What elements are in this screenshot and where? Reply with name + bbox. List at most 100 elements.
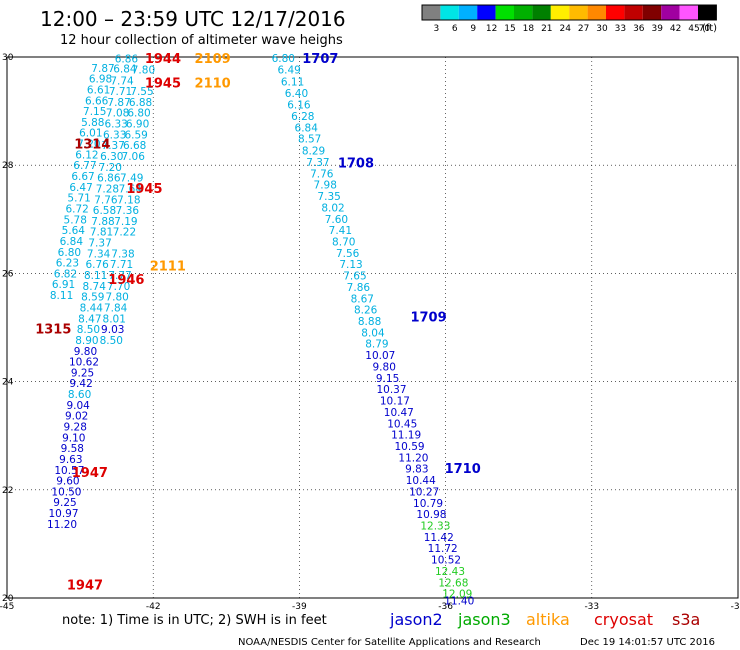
swh-value-label: 7.35 xyxy=(317,191,340,203)
swh-value-label: 9.02 xyxy=(65,411,88,423)
swh-value-label: 5.88 xyxy=(81,117,104,129)
legend-cryosat: cryosat xyxy=(594,610,653,629)
time-label: 1945 xyxy=(145,76,181,91)
time-labels: 1944 2109 1945 2110 1707 1314 1708 1945 2111 1946… xyxy=(35,52,481,593)
swh-value-label: 7.74 xyxy=(110,75,134,87)
swh-value-label: 7.55 xyxy=(130,86,153,98)
swh-value-label: 10.27 xyxy=(409,486,439,498)
swh-value-label: 8.04 xyxy=(361,327,385,339)
swh-value-label: 12.33 xyxy=(420,521,450,533)
legend-jason3: jason3 xyxy=(457,610,511,629)
swh-value-label: 6.23 xyxy=(56,258,79,270)
x-tick-label: -39 xyxy=(292,602,307,612)
swh-value-label: 7.18 xyxy=(117,194,140,206)
swh-value-label: 11.19 xyxy=(391,430,421,442)
swh-value-label: 9.28 xyxy=(64,422,87,434)
swh-value-label: 7.65 xyxy=(343,271,366,283)
swh-value-label: 6.40 xyxy=(285,88,308,100)
swh-value-label: 6.84 xyxy=(113,63,137,75)
swh-value-label: 10.57 xyxy=(54,465,84,477)
swh-value-label: 9.60 xyxy=(56,476,79,488)
y-tick-label: 26 xyxy=(2,269,14,279)
scale-swatch xyxy=(587,5,606,20)
swh-value-label: 6.84 xyxy=(60,236,84,248)
swh-value-label: 8.88 xyxy=(358,316,381,328)
scale-swatch xyxy=(569,5,588,20)
swh-value-label: 7.71 xyxy=(109,86,132,98)
scale-swatch xyxy=(458,5,478,20)
x-tick-label: -33 xyxy=(584,602,599,612)
swh-value-label: 6.68 xyxy=(123,140,146,152)
time-label: 1315 xyxy=(35,323,71,338)
swh-value-label: 6.84 xyxy=(295,122,319,134)
swh-value-label: 7.71 xyxy=(110,259,133,271)
scale-label: 45 xyxy=(688,24,699,34)
swh-value-label: 8.26 xyxy=(354,305,378,317)
swh-value-label: 9.83 xyxy=(405,464,428,476)
swh-value-label: 7.87 xyxy=(91,63,114,75)
swh-value-label: 8.47 xyxy=(78,313,101,325)
swh-value-label: 7.36 xyxy=(116,205,140,217)
swh-value-label: 6.91 xyxy=(52,279,75,291)
footer-timestamp: Dec 19 14:01:57 UTC 2016 xyxy=(580,637,715,648)
swh-value-label: 12.43 xyxy=(435,566,465,578)
scale-unit-label: (ft) xyxy=(702,23,717,34)
swh-value-label: 6.58 xyxy=(93,205,116,217)
swh-value-label: 10.50 xyxy=(51,486,81,498)
scale-swatch xyxy=(642,5,662,20)
chart-title: 12:00 – 23:59 UTC 12/17/2016 xyxy=(40,7,346,31)
swh-value-label: 8.79 xyxy=(365,339,388,351)
swh-value-label: 6.80 xyxy=(127,108,150,120)
time-label: 1314 xyxy=(74,138,110,153)
swh-value-label: 6.67 xyxy=(71,171,94,183)
scale-label: 42 xyxy=(670,24,681,34)
scale-swatch xyxy=(495,5,514,20)
swh-value-label: 12.68 xyxy=(438,577,468,589)
swh-value-label: 6.90 xyxy=(126,119,149,131)
swh-value-label: 10.37 xyxy=(376,384,406,396)
swh-value-label: 7.87 xyxy=(107,97,130,109)
swh-value-label: 6.33 xyxy=(103,129,126,141)
swh-value-label: 8.57 xyxy=(298,134,321,146)
scale-swatch xyxy=(532,5,551,20)
swh-value-label: 7.41 xyxy=(329,225,352,237)
swh-value-label: 6.72 xyxy=(65,203,88,215)
swh-value-label: 9.58 xyxy=(61,443,84,455)
swh-value-label: 11.20 xyxy=(398,452,428,464)
scale-label: 27 xyxy=(578,24,589,34)
scale-label: 6 xyxy=(452,24,458,34)
swh-value-label: 6.11 xyxy=(281,76,304,88)
scale-swatch xyxy=(514,5,533,20)
swh-value-label: 10.44 xyxy=(406,475,436,487)
scale-label: 70 xyxy=(699,24,711,34)
y-tick-label: 22 xyxy=(2,486,13,496)
y-tick-label: 20 xyxy=(2,594,14,604)
swh-value-label: 9.03 xyxy=(101,324,124,336)
x-tick-label: -30 xyxy=(731,602,740,612)
swh-value-label: 6.28 xyxy=(291,111,314,123)
scale-label: 21 xyxy=(541,24,552,34)
swh-value-label: 8.50 xyxy=(77,324,100,336)
swh-value-label: 10.62 xyxy=(69,357,99,369)
swh-value-label: 8.11 xyxy=(84,270,107,282)
swh-value-label: 7.56 xyxy=(336,248,360,260)
swh-value-label: 9.80 xyxy=(74,346,97,358)
swh-value-label: 7.60 xyxy=(325,214,348,226)
swh-value-label: 7.88 xyxy=(91,216,114,228)
swh-value-label: 5.78 xyxy=(64,214,87,226)
time-label: 1709 xyxy=(410,311,446,326)
swh-value-label: 7.49 xyxy=(120,173,143,185)
time-label: 1947 xyxy=(67,578,103,593)
scale-swatch xyxy=(698,5,717,20)
legend-jason2: jason2 xyxy=(389,610,443,629)
scale-label: 30 xyxy=(596,24,608,34)
satellite-legend: jason2 jason3 altika cryosat s3a xyxy=(389,610,700,629)
swh-value-label: 6.88 xyxy=(129,97,152,109)
swh-value-label: 7.08 xyxy=(106,108,129,120)
swh-value-label: 6.98 xyxy=(89,74,112,86)
scale-border xyxy=(421,4,717,21)
scale-label: 24 xyxy=(559,24,571,34)
swh-value-label: 7.37 xyxy=(102,140,125,152)
scale-swatch xyxy=(606,5,625,20)
swh-value-label: 12.09 xyxy=(442,589,472,601)
